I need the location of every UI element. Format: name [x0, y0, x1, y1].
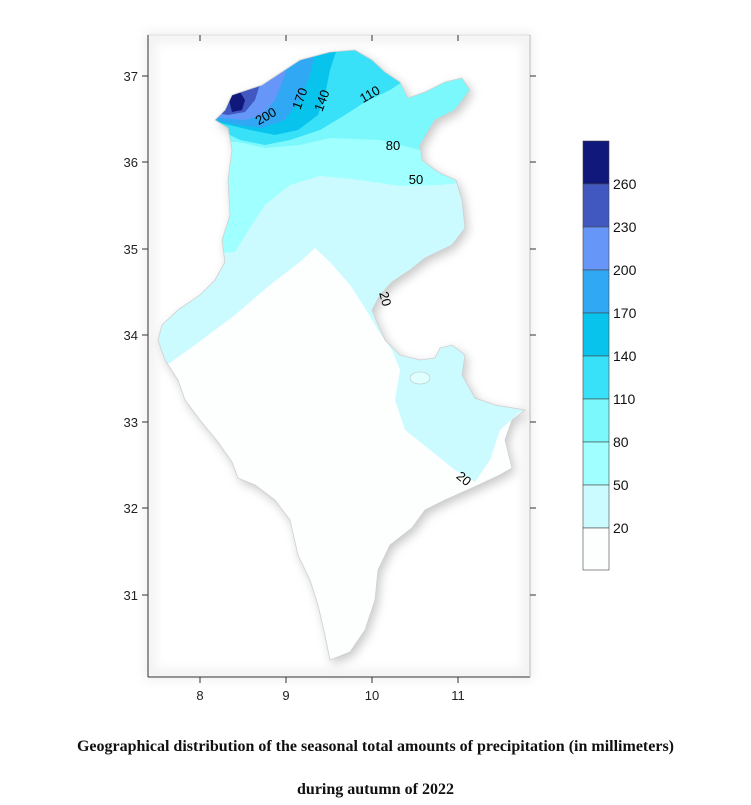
x-tick-label: 9 — [282, 688, 289, 703]
contour-label-20: 20 — [376, 290, 394, 308]
legend-label: 140 — [613, 348, 637, 364]
legend-label: 50 — [613, 477, 629, 493]
contour-label-140: 140 — [311, 88, 333, 114]
y-tick-label: 31 — [124, 588, 138, 603]
legend-swatch — [582, 269, 610, 314]
caption-subtitle: during autumn of 2022 — [297, 781, 454, 798]
zone-over-260 — [228, 92, 245, 112]
x-tick-label: 11 — [451, 688, 465, 703]
legend-label: 110 — [613, 391, 636, 407]
contour-label-170: 170 — [289, 86, 311, 112]
map-frame-shadow — [145, 32, 533, 680]
x-tick-label: 10 — [365, 688, 379, 703]
precipitation-map: 200 170 140 110 80 50 20 20 8 9 10 11 — [124, 32, 637, 703]
x-axis: 8 9 10 11 — [148, 35, 530, 703]
legend-swatch — [582, 398, 610, 443]
legend-swatch — [582, 355, 610, 400]
legend-label: 230 — [613, 219, 637, 235]
x-tick-label: 8 — [196, 688, 203, 703]
legend-swatch — [582, 140, 610, 185]
legend-swatch — [582, 312, 610, 357]
legend-label: 170 — [613, 305, 637, 321]
legend-label: 200 — [613, 262, 637, 278]
island-shape — [409, 371, 431, 385]
y-tick-label: 32 — [124, 501, 138, 516]
y-tick-label: 36 — [124, 155, 138, 170]
legend-label: 80 — [613, 434, 629, 450]
y-tick-label: 35 — [124, 242, 138, 257]
contour-labels: 200 170 140 110 80 50 20 20 — [253, 82, 475, 489]
y-tick-label: 37 — [124, 69, 138, 84]
contour-label-50: 50 — [409, 172, 423, 187]
legend-swatch — [582, 226, 610, 271]
color-legend: 260 230 200 170 140 110 80 50 20 — [582, 140, 637, 571]
y-axis: 37 36 35 34 33 32 31 — [124, 35, 536, 677]
y-tick-label: 34 — [124, 328, 138, 343]
legend-label: 260 — [613, 176, 637, 192]
contour-label-80: 80 — [386, 138, 400, 153]
legend-swatch — [582, 484, 610, 529]
legend-label: 20 — [613, 520, 629, 536]
legend-swatch — [582, 441, 610, 486]
y-tick-label: 33 — [124, 415, 138, 430]
caption-title: Geographical distribution of the seasona… — [76, 738, 674, 755]
legend-swatch — [582, 527, 610, 571]
legend-swatch — [582, 183, 610, 228]
